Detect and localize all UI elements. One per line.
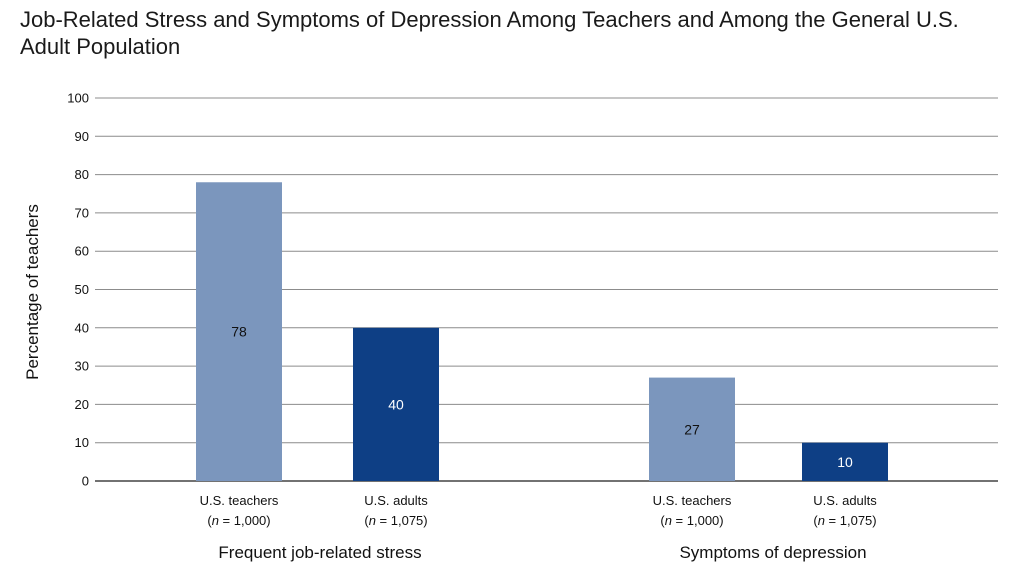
bar-teachers [196,182,282,481]
y-tick-label: 40 [75,320,89,335]
y-axis-ticks: 0 10 20 30 40 50 60 70 80 90 100 [67,91,89,489]
y-tick-label: 100 [67,91,89,106]
bar-value-label: 27 [684,421,700,437]
bar-teachers [649,377,735,481]
bar-labels: 78 40 27 10 [231,324,853,470]
y-tick-label: 20 [75,397,89,412]
category-label: U.S. adults [813,493,877,508]
category-label: U.S. teachers [200,493,279,508]
sample-size-label: (n = 1,000) [660,513,723,528]
bar-value-label: 40 [388,396,404,412]
y-tick-label: 70 [75,205,89,220]
bars [196,182,888,481]
bar-adults [353,327,439,481]
y-tick-label: 30 [75,359,89,374]
bar-value-label: 78 [231,324,247,340]
bar-adults [802,442,888,481]
chart-title: Job-Related Stress and Symptoms of Depre… [20,7,959,59]
sample-size-label: (n = 1,075) [364,513,427,528]
y-tick-label: 80 [75,167,89,182]
group-label: Symptoms of depression [679,543,866,562]
category-label: U.S. adults [364,493,428,508]
bar-value-label: 10 [837,454,853,470]
y-axis-label: Percentage of teachers [23,204,42,380]
y-tick-label: 90 [75,129,89,144]
y-tick-label: 50 [75,282,89,297]
y-tick-label: 10 [75,435,89,450]
sample-size-label: (n = 1,000) [207,513,270,528]
x-axis-labels: U.S. teachers (n = 1,000) U.S. adults (n = … [200,493,878,562]
y-tick-label: 60 [75,244,89,259]
group-label: Frequent job-related stress [218,543,421,562]
category-label: U.S. teachers [653,493,732,508]
y-tick-label: 0 [82,474,89,489]
sample-size-label: (n = 1,075) [813,513,876,528]
